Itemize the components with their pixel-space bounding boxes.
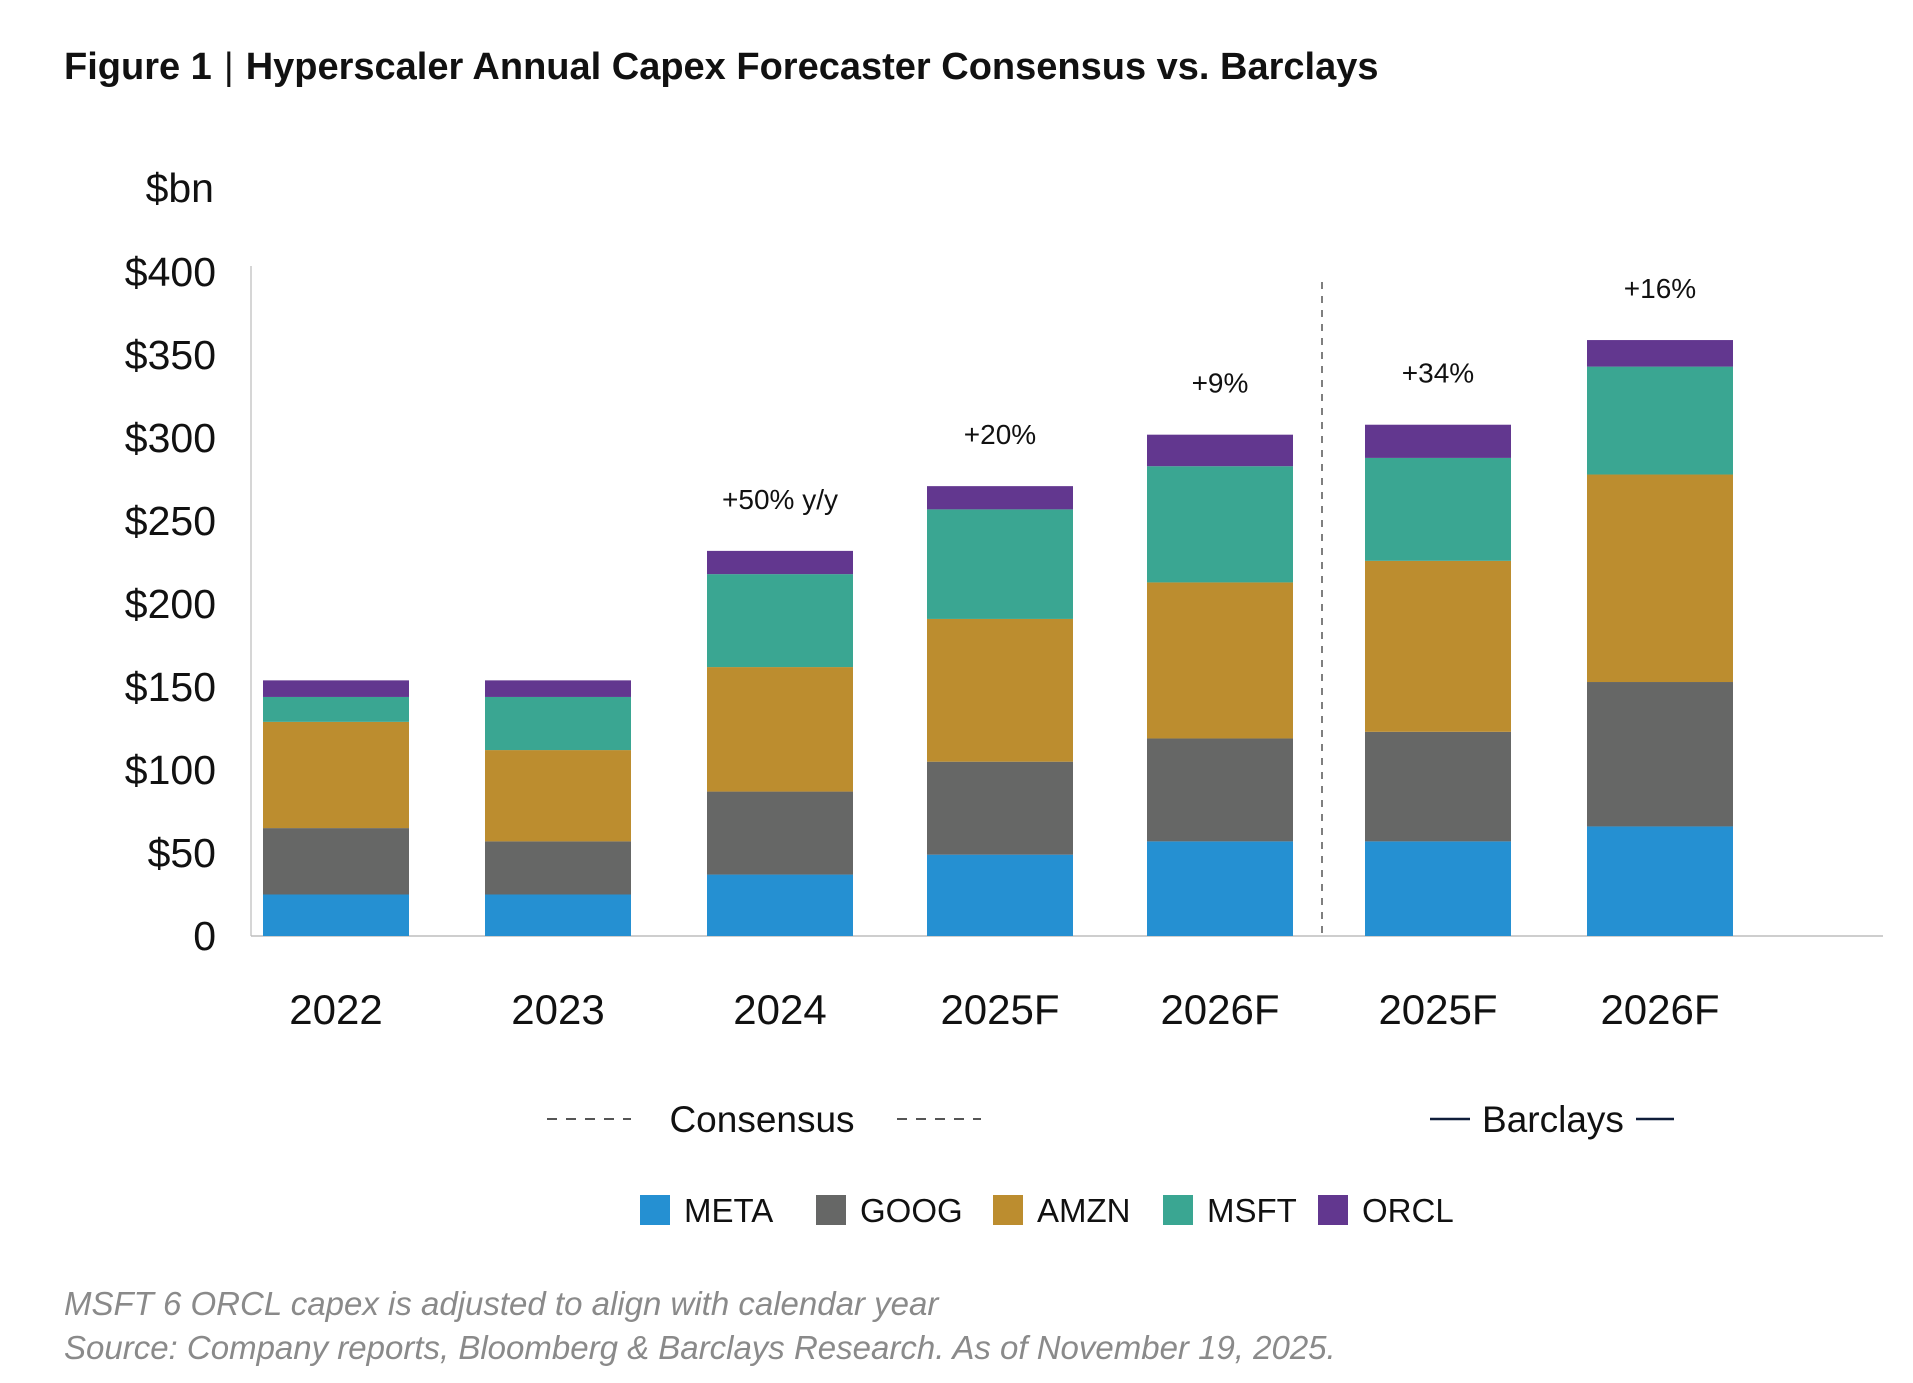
bar-stack-3-2024 xyxy=(707,550,853,936)
y-tick-100: $100 xyxy=(125,747,216,793)
bar-stack-7-2026f xyxy=(1587,340,1733,936)
series-legend: META GOOG AMZN MSFT ORCL xyxy=(640,1192,1454,1229)
legend-label-meta: META xyxy=(684,1192,773,1229)
bar-2025f-meta-6 xyxy=(1365,841,1511,936)
footnotes: MSFT 6 ORCL capex is adjusted to align w… xyxy=(64,1282,1336,1370)
legend-label-msft: MSFT xyxy=(1207,1192,1297,1229)
bar-2023-meta-2 xyxy=(485,894,631,936)
growth-label-4: +20% xyxy=(964,419,1036,450)
growth-label-7: +16% xyxy=(1624,273,1696,304)
y-tick-50: $50 xyxy=(148,830,216,876)
y-tick-250: $250 xyxy=(125,498,216,544)
growth-annotations: +50% y/y +20% +9% +34% +16% xyxy=(722,273,1696,515)
bar-2024-amzn-3 xyxy=(707,667,853,792)
title-separator: | xyxy=(223,46,234,88)
bar-2024-meta-3 xyxy=(707,874,853,936)
legend-label-orcl: ORCL xyxy=(1362,1192,1454,1229)
bar-stack-6-2025f xyxy=(1365,424,1511,936)
figure-title: Figure 1 | Hyperscaler Annual Capex Foreca… xyxy=(64,46,1378,89)
bar-2023-msft-2 xyxy=(485,696,631,751)
bar-2022-goog-1 xyxy=(263,828,409,895)
bar-2022-orcl-1 xyxy=(263,680,409,697)
y-axis-label: $bn xyxy=(146,165,214,211)
stacked-bar-chart: $bn 0 $50 $100 $150 $200 $250 $300 $350 $400 +50… xyxy=(125,165,1883,1229)
legend-swatch-goog xyxy=(816,1195,846,1225)
x-tick-2: 2023 xyxy=(511,986,604,1033)
bar-stacks xyxy=(263,340,1733,936)
y-tick-300: $300 xyxy=(125,415,216,461)
bar-2025f-amzn-6 xyxy=(1365,560,1511,732)
legend-swatch-amzn xyxy=(993,1195,1023,1225)
y-tick-0: 0 xyxy=(193,913,216,959)
legend-swatch-meta xyxy=(640,1195,670,1225)
bar-2024-msft-3 xyxy=(707,574,853,668)
bar-stack-5-2026f xyxy=(1147,434,1293,936)
bar-2026f-goog-5 xyxy=(1147,738,1293,842)
growth-label-6: +34% xyxy=(1402,358,1474,389)
bar-2023-orcl-2 xyxy=(485,680,631,697)
bar-stack-2-2023 xyxy=(485,680,631,936)
bar-2026f-amzn-5 xyxy=(1147,582,1293,739)
figure-number: Figure 1 xyxy=(64,46,212,88)
barclays-label: Barclays xyxy=(1482,1099,1624,1140)
bar-2025f-orcl-4 xyxy=(927,486,1073,510)
bar-2026f-msft-5 xyxy=(1147,466,1293,583)
group-labels: Consensus Barclays xyxy=(547,1099,1674,1140)
bar-2026f-msft-7 xyxy=(1587,366,1733,475)
consensus-label: Consensus xyxy=(669,1099,854,1140)
x-tick-7: 2026F xyxy=(1600,986,1719,1033)
bar-2025f-msft-4 xyxy=(927,509,1073,619)
bar-2026f-meta-5 xyxy=(1147,841,1293,936)
legend-swatch-msft xyxy=(1163,1195,1193,1225)
y-tick-150: $150 xyxy=(125,664,216,710)
y-tick-200: $200 xyxy=(125,581,216,627)
legend-label-goog: GOOG xyxy=(860,1192,963,1229)
figure-title-text: Hyperscaler Annual Capex Forecaster Cons… xyxy=(245,46,1379,88)
x-tick-1: 2022 xyxy=(289,986,382,1033)
bar-2022-amzn-1 xyxy=(263,721,409,829)
y-axis-ticks: 0 $50 $100 $150 $200 $250 $300 $350 $400 xyxy=(125,249,216,959)
bar-2026f-orcl-7 xyxy=(1587,340,1733,367)
y-tick-350: $350 xyxy=(125,332,216,378)
y-tick-400: $400 xyxy=(125,249,216,295)
bar-2026f-goog-7 xyxy=(1587,682,1733,827)
bar-2025f-goog-6 xyxy=(1365,731,1511,842)
x-tick-5: 2026F xyxy=(1160,986,1279,1033)
bar-2024-orcl-3 xyxy=(707,550,853,575)
bar-2022-meta-1 xyxy=(263,894,409,936)
bar-2026f-orcl-5 xyxy=(1147,434,1293,467)
bar-2023-goog-2 xyxy=(485,841,631,895)
bar-2025f-msft-6 xyxy=(1365,457,1511,561)
bar-2023-amzn-2 xyxy=(485,750,631,842)
x-axis-ticks: 2022 2023 2024 2025F 2026F 2025F 2026F xyxy=(289,986,1719,1033)
bar-2025f-amzn-4 xyxy=(927,618,1073,762)
legend-label-amzn: AMZN xyxy=(1037,1192,1131,1229)
bar-2025f-orcl-6 xyxy=(1365,424,1511,458)
bar-stack-1-2022 xyxy=(263,680,409,936)
bar-2026f-amzn-7 xyxy=(1587,474,1733,683)
bar-2022-msft-1 xyxy=(263,696,409,722)
footnote-adjustment: MSFT 6 ORCL capex is adjusted to align w… xyxy=(64,1285,939,1322)
bar-2026f-meta-7 xyxy=(1587,826,1733,936)
bar-stack-4-2025f xyxy=(927,486,1073,936)
x-tick-4: 2025F xyxy=(940,986,1059,1033)
bar-2025f-meta-4 xyxy=(927,854,1073,936)
x-tick-6: 2025F xyxy=(1378,986,1497,1033)
bar-2025f-goog-4 xyxy=(927,761,1073,855)
legend-swatch-orcl xyxy=(1318,1195,1348,1225)
bar-2024-goog-3 xyxy=(707,791,853,875)
footnote-source: Source: Company reports, Bloomberg & Bar… xyxy=(64,1329,1336,1366)
growth-label-5: +9% xyxy=(1192,368,1249,399)
growth-label-3: +50% y/y xyxy=(722,484,838,515)
x-tick-3: 2024 xyxy=(733,986,826,1033)
